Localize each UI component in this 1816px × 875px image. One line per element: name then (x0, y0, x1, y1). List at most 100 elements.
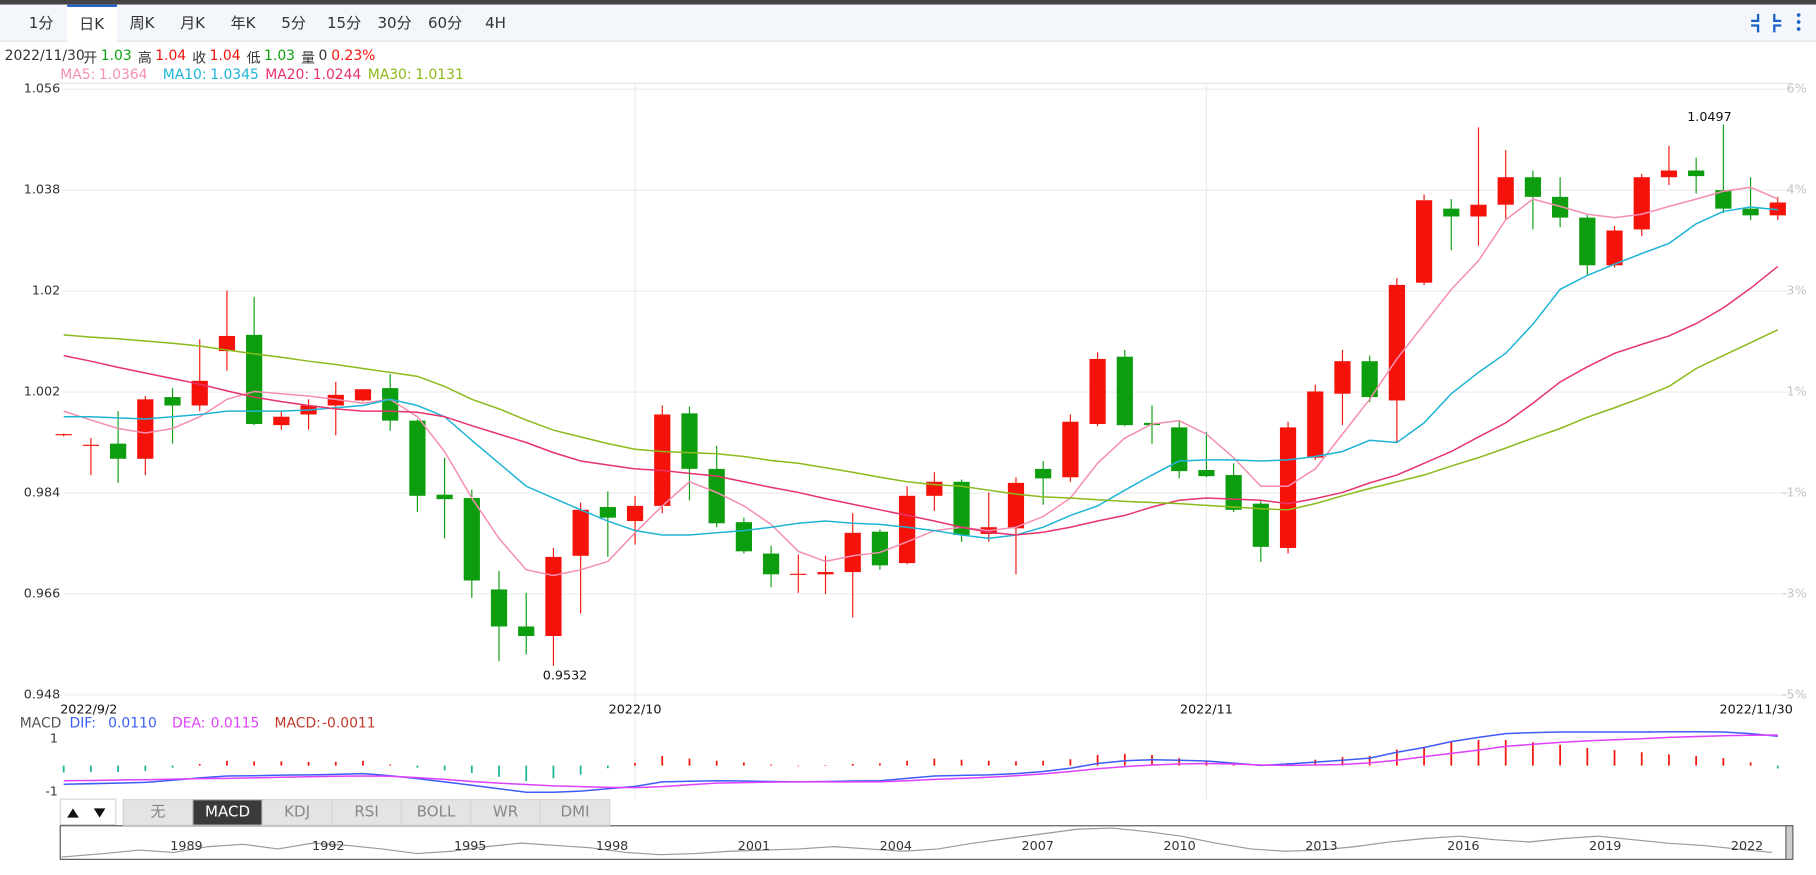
y-tick-label: 0.948 (24, 687, 60, 702)
x-tick-label: 2022/9/2 (60, 702, 117, 717)
y-tick-label: 1.038 (24, 183, 60, 198)
period-tab[interactable]: 60分 (427, 15, 463, 33)
macd-bar (470, 765, 473, 774)
navigator-label: 1998 (596, 839, 628, 854)
candle-body (790, 573, 807, 575)
macd-bar (824, 765, 827, 766)
candle-body (899, 495, 916, 564)
macd-bar (1722, 758, 1725, 766)
macd-bar (90, 765, 92, 772)
candle-body (1660, 170, 1678, 178)
period-tab[interactable]: 15分 (326, 15, 362, 33)
candle-body (681, 413, 698, 469)
macd-bar (389, 764, 392, 766)
info-text: 2022/11/30 (4, 47, 85, 64)
macd-title: MACD (19, 714, 62, 731)
info-text: 高 (137, 49, 152, 67)
period-tab[interactable]: 5分 (281, 15, 306, 33)
macd-bar (171, 765, 174, 768)
macd-bar (416, 765, 419, 768)
candle-body (246, 334, 263, 425)
macd-bar (606, 765, 609, 769)
macd-bar (634, 762, 636, 766)
ohlc-info: 2022/11/30 开 1.03 高 1.04 收 1.04 低 1.03 量 0 0.23% (0, 47, 463, 66)
x-tick-label: 2022/10 (609, 702, 662, 717)
candle-body (654, 414, 671, 506)
macd-line (63, 734, 1778, 789)
indicator-arrows[interactable] (59, 798, 117, 826)
fullscreen-icon[interactable] (1751, 13, 1782, 33)
period-tab[interactable]: 日K (66, 4, 117, 42)
period-tab[interactable]: 年K (230, 15, 256, 33)
macd-bar (1586, 748, 1589, 766)
candles (55, 124, 1786, 666)
indicator-tab[interactable]: MACD (192, 799, 263, 826)
macd-bar (1178, 758, 1181, 766)
candle-body (436, 494, 453, 500)
macd-bar (1504, 740, 1507, 766)
info-text: 1.04 (155, 47, 187, 64)
candle-body (708, 468, 725, 524)
candle-body (953, 481, 970, 536)
macd-bar (661, 755, 664, 766)
info-text: 0 (318, 47, 328, 64)
macd-bar (1477, 740, 1480, 766)
candle-body (1252, 503, 1269, 547)
macd-bar (226, 760, 228, 766)
period-tab[interactable]: 4H (485, 15, 507, 33)
legend-name: DEA (172, 715, 205, 731)
indicator-tab[interactable]: BOLL (400, 799, 472, 826)
candle-body (871, 531, 889, 566)
indicator-tab[interactable]: 无 (122, 799, 194, 826)
macd-bar (960, 759, 963, 766)
menu-icon[interactable] (1796, 13, 1801, 31)
macd-bar (1042, 760, 1045, 766)
macd-bar (933, 758, 936, 766)
legend-name: DIF (69, 715, 95, 731)
y-tick-label: 1.02 (32, 284, 60, 299)
period-tab[interactable]: 周K (129, 15, 155, 33)
legend-value: -0.0011 (321, 714, 376, 731)
macd-bar (715, 760, 718, 766)
candle-body (1633, 177, 1650, 230)
period-tab[interactable]: 1分 (28, 15, 54, 33)
macd-tick-label: 1 (50, 731, 58, 746)
indicator-tab[interactable]: RSI (331, 799, 402, 826)
period-tab[interactable]: 月K (180, 15, 206, 33)
y-tick-label: 1.002 (24, 385, 60, 400)
indicator-tab[interactable]: DMI (539, 799, 611, 826)
candle-body (218, 335, 236, 352)
candle-body (354, 389, 372, 401)
navigator-handle[interactable] (1785, 825, 1794, 860)
macd-bar (743, 762, 745, 766)
navigator-label: 1992 (312, 839, 344, 854)
candle-body (1279, 427, 1297, 548)
candle-body (1742, 208, 1759, 216)
macd-bar (334, 761, 337, 766)
navigator-label: 1989 (170, 839, 202, 854)
navigator (59, 825, 1794, 860)
navigator-label: 2013 (1305, 839, 1337, 854)
candle-body (1688, 170, 1705, 177)
candle-body (110, 443, 127, 459)
candle-body (1334, 361, 1351, 394)
indicator-tab[interactable]: KDJ (261, 799, 333, 826)
macd-bar (851, 763, 854, 766)
y2-tick-label: -1% (1782, 485, 1807, 500)
indicator-tab[interactable]: WR (470, 799, 541, 826)
legend-name: MACD (274, 715, 320, 731)
legend-name: MA5 (60, 66, 95, 82)
navigator-trace (61, 827, 1773, 858)
ma-line (63, 265, 1779, 536)
candle-body (409, 420, 426, 496)
period-tab[interactable]: 30分 (377, 15, 412, 33)
candle-body (817, 572, 834, 575)
macd-bar (498, 765, 500, 777)
macd-bar (525, 765, 528, 782)
legend-name: MA20 (265, 66, 309, 82)
legend-value: 0.0115 (210, 714, 260, 731)
navigator-label: 2001 (738, 839, 770, 854)
legend-value: 0.0110 (108, 714, 157, 731)
